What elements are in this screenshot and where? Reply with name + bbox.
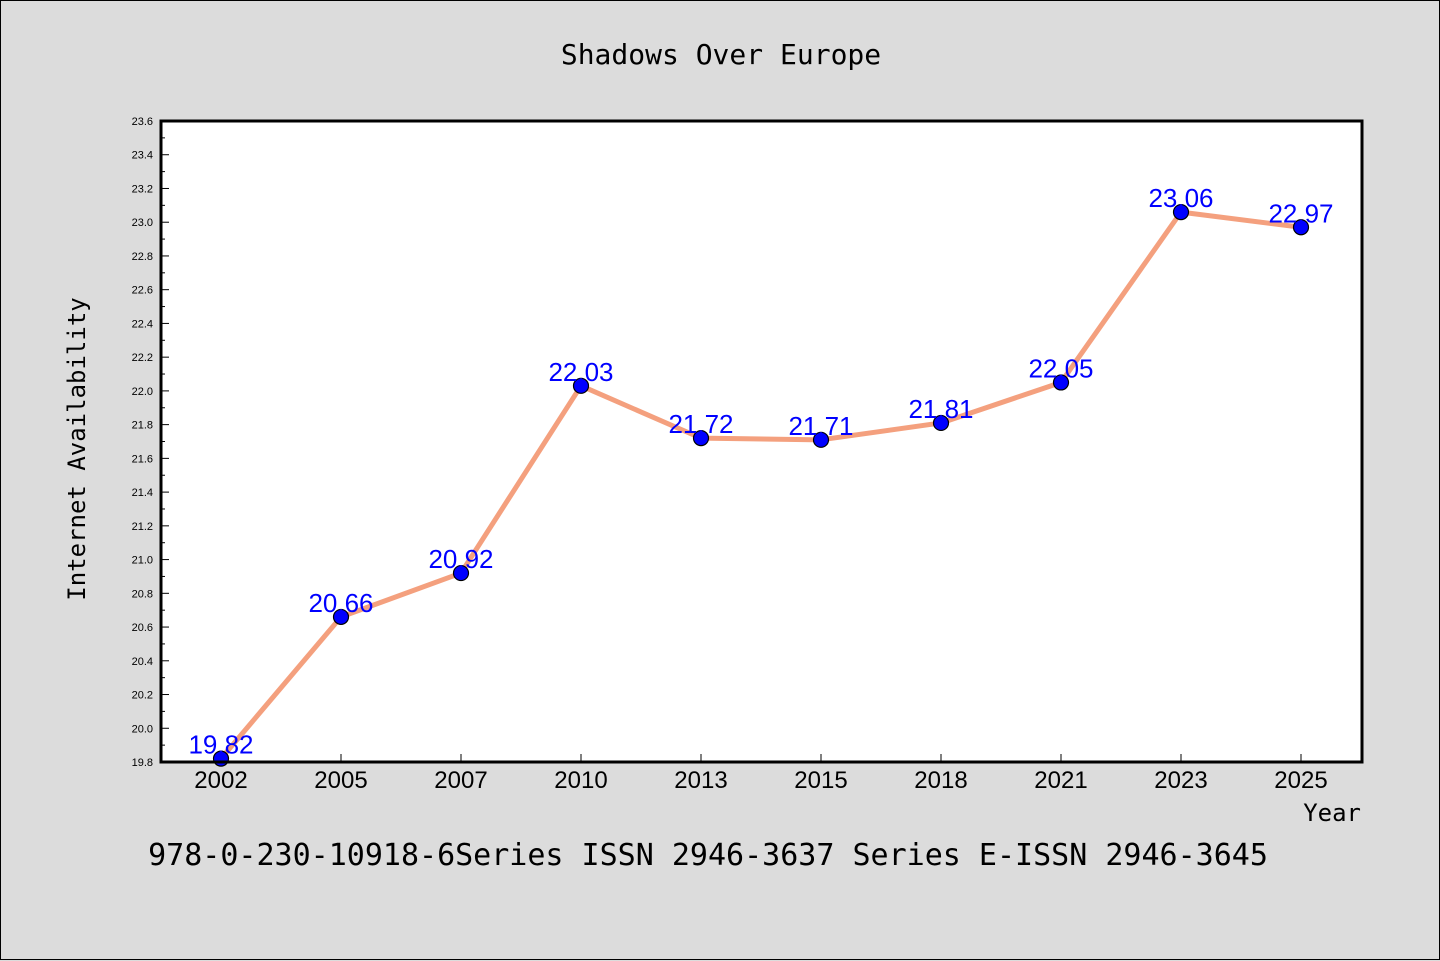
y-tick-label: 22.8 [132,251,153,263]
data-value-label: 19.82 [188,730,253,760]
data-value-label: 21.81 [908,394,973,424]
y-tick-label: 20.2 [132,690,153,702]
data-value-label: 20.66 [308,588,373,618]
data-value-label: 22.03 [548,357,613,387]
data-value-label: 21.72 [668,409,733,439]
x-tick-label: 2025 [1274,767,1327,794]
plot-area [161,121,1362,762]
y-tick-label: 22.0 [132,386,153,398]
data-point [1172,203,1190,221]
y-tick-label: 19.8 [132,757,153,769]
data-point [932,414,950,432]
x-tick-label: 2021 [1034,767,1087,794]
x-axis-label: Year [1303,799,1361,827]
data-value-label: 22.97 [1268,198,1333,228]
y-tick-label: 20.4 [132,656,153,668]
y-tick-label: 20.0 [132,723,153,735]
data-point [692,430,710,447]
x-tick-label: 2002 [194,767,247,794]
data-point [572,377,590,394]
x-tick-label: 2010 [554,767,607,794]
data-series [212,203,1310,767]
y-tick-label: 20.8 [132,588,153,600]
data-value-label: 20.92 [428,544,493,574]
x-tick-label: 2023 [1154,767,1207,794]
isbn-issn-footer: 978-0-230-10918-6Series ISSN 2946-3637 S… [148,838,1268,873]
x-tick-label: 2013 [674,767,727,794]
y-tick-label: 23.6 [132,116,153,128]
y-tick-label: 21.8 [132,420,153,432]
series-line [218,209,1304,762]
y-tick-label: 23.0 [132,217,153,229]
y-axis-label: Internet Availability [63,297,91,600]
x-tick-label: 2015 [794,767,847,794]
y-tick-label: 21.0 [132,555,153,567]
chart-title: Shadows Over Europe [561,38,881,71]
y-tick-label: 21.6 [132,453,153,465]
y-tick-label: 23.2 [132,183,153,195]
data-point [452,564,470,582]
data-value-label: 22.05 [1028,353,1093,383]
data-labels: 19.82 20.66 20.92 22.03 21.72 21.71 21.81 22.05… [188,183,1333,760]
y-tick-label: 22.4 [132,318,153,330]
data-value-label: 21.71 [788,411,853,441]
y-tick-label: 22.6 [132,285,153,297]
y-tick-label: 21.4 [132,487,153,499]
x-tick-label: 2007 [434,767,487,794]
y-tick-label: 23.4 [132,150,153,162]
y-tick-label: 21.2 [132,521,153,533]
x-axis: 2002 2005 2007 2010 2013 2015 2018 2021 2023 2025 [194,754,1328,794]
x-tick-label: 2018 [914,767,967,794]
data-point [332,608,350,626]
y-axis: 19.8 20.0 20.2 20.4 20.6 20.8 21.0 21.2 21.4 21.6… [132,116,169,769]
x-tick-label: 2005 [314,767,367,794]
data-point [812,431,830,448]
y-tick-label: 22.2 [132,352,153,364]
data-point [1052,374,1070,391]
plot-frame [159,119,1364,764]
y-tick-label: 20.6 [132,622,153,634]
data-point [1292,219,1310,236]
data-value-label: 23.06 [1148,183,1213,213]
